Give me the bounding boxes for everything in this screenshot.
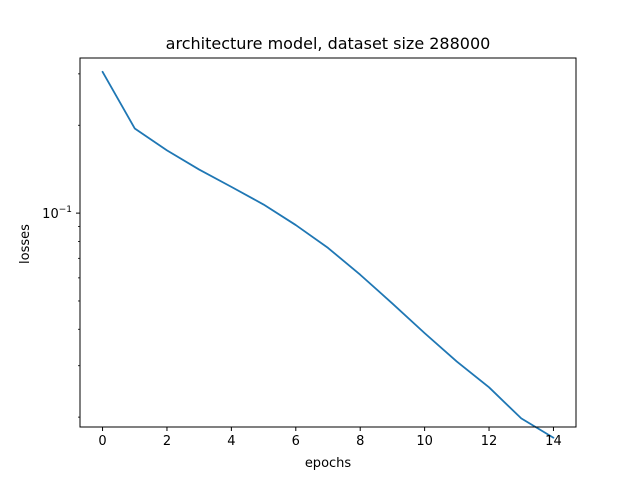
y-tick-label: 10−1 — [42, 205, 72, 222]
x-tick-label: 6 — [292, 434, 300, 449]
y-tick-label-base: 10 — [42, 207, 59, 222]
y-axis-label: losses — [18, 224, 33, 264]
x-tick-label: 12 — [481, 434, 498, 449]
x-axis-label: epochs — [305, 456, 352, 471]
axes-frame — [79, 57, 577, 428]
y-axis: 10−1 — [42, 73, 80, 418]
x-tick-label: 10 — [416, 434, 433, 449]
x-tick-label: 14 — [545, 434, 562, 449]
plot-area — [101, 70, 555, 439]
series-line-0 — [101, 70, 555, 439]
x-tick-label: 0 — [98, 434, 106, 449]
chart-title: architecture model, dataset size 288000 — [166, 34, 491, 53]
x-tick-label: 2 — [163, 434, 171, 449]
x-axis: 0 2 4 6 8 10 12 14 — [98, 427, 562, 449]
y-tick-label-exponent: −1 — [59, 205, 72, 215]
x-tick-label: 8 — [356, 434, 364, 449]
x-tick-label: 4 — [227, 434, 235, 449]
